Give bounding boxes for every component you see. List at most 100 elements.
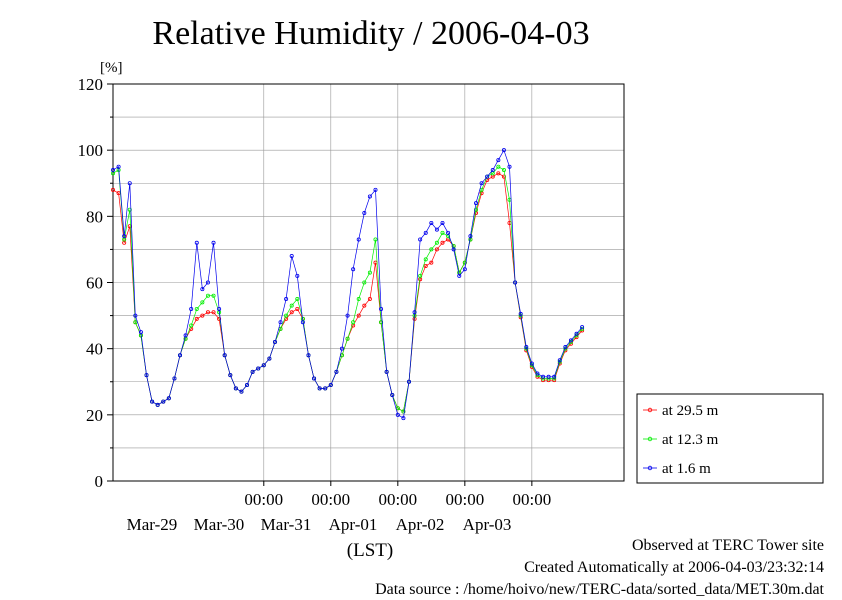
data-point: [183, 333, 188, 338]
data-point: [479, 181, 484, 186]
y-tick-label: 100: [78, 141, 104, 160]
data-point: [401, 409, 406, 414]
data-point: [418, 273, 423, 278]
data-point: [217, 316, 222, 321]
data-point: [462, 260, 467, 265]
data-point: [211, 310, 216, 315]
data-point: [429, 220, 434, 225]
data-point: [373, 237, 378, 242]
data-point: [356, 237, 361, 242]
legend-marker: [647, 407, 653, 413]
data-point: [239, 389, 244, 394]
data-point: [434, 227, 439, 232]
data-point: [395, 412, 400, 417]
data-point: [289, 254, 294, 259]
data-point: [401, 416, 406, 421]
data-point: [127, 207, 132, 212]
data-point: [451, 247, 456, 252]
data-point: [178, 353, 183, 358]
data-point: [122, 234, 127, 239]
data-point: [563, 345, 568, 350]
data-point: [116, 164, 121, 169]
data-point: [200, 313, 205, 318]
data-point: [440, 240, 445, 245]
data-point: [205, 310, 210, 315]
data-point: [284, 313, 289, 318]
data-point: [200, 300, 205, 305]
data-point: [379, 306, 384, 311]
data-point: [205, 293, 210, 298]
data-point: [362, 303, 367, 308]
data-point: [541, 374, 546, 379]
data-point: [513, 280, 518, 285]
data-point: [568, 338, 573, 343]
y-tick-label: 20: [86, 406, 103, 425]
data-point: [217, 306, 222, 311]
data-point: [295, 306, 300, 311]
legend-box: [636, 393, 824, 484]
data-point: [211, 240, 216, 245]
data-point: [440, 220, 445, 225]
data-point: [507, 164, 512, 169]
data-point: [339, 346, 344, 351]
data-point: [574, 331, 579, 336]
data-point: [334, 369, 339, 374]
data-point: [546, 374, 551, 379]
y-tick-label: 0: [95, 472, 104, 491]
data-point: [367, 297, 372, 302]
data-point: [161, 399, 166, 404]
data-point: [144, 373, 149, 378]
data-point: [518, 311, 523, 316]
data-point: [261, 363, 266, 368]
legend-marker: [647, 465, 653, 471]
data-point: [289, 303, 294, 308]
data-point: [367, 270, 372, 275]
data-point: [557, 358, 562, 363]
data-point: [172, 376, 177, 381]
data-point: [446, 230, 451, 235]
data-point: [111, 187, 116, 192]
data-point: [429, 247, 434, 252]
data-point: [328, 383, 333, 388]
data-point: [535, 371, 540, 376]
data-point: [272, 340, 277, 345]
data-point: [367, 194, 372, 199]
data-point: [412, 310, 417, 315]
data-point: [501, 168, 506, 173]
data-point: [194, 316, 199, 321]
data-point: [524, 345, 529, 350]
data-point: [468, 234, 473, 239]
y-tick-label: 80: [86, 207, 103, 226]
data-point: [379, 320, 384, 325]
data-point: [284, 297, 289, 302]
x-tick-label: 00:00: [378, 490, 417, 509]
data-point: [496, 158, 501, 163]
data-point: [496, 164, 501, 169]
data-point: [351, 267, 356, 272]
data-point: [138, 330, 143, 335]
data-point: [289, 310, 294, 315]
data-point: [317, 386, 322, 391]
legend-label: at 1.6 m: [662, 461, 711, 477]
y-axis-label: [%]: [100, 60, 123, 76]
x-day-label: Apr-01: [329, 515, 378, 534]
data-point: [423, 257, 428, 262]
data-point: [166, 396, 171, 401]
data-point: [390, 392, 395, 397]
data-point: [306, 353, 311, 358]
data-point: [362, 280, 367, 285]
x-tick-label: 00:00: [244, 490, 283, 509]
x-day-label: Apr-03: [463, 515, 512, 534]
data-point: [150, 399, 155, 404]
data-point: [295, 273, 300, 278]
data-point: [267, 356, 272, 361]
data-point: [189, 306, 194, 311]
data-point: [345, 313, 350, 318]
footer-source: Data source : /home/hoivo/new/TERC-data/…: [375, 581, 824, 598]
data-point: [356, 313, 361, 318]
series-line: [112, 166, 583, 413]
legend-label: at 29.5 m: [662, 403, 719, 419]
data-point: [111, 168, 116, 173]
data-point: [434, 247, 439, 252]
data-point: [429, 260, 434, 265]
